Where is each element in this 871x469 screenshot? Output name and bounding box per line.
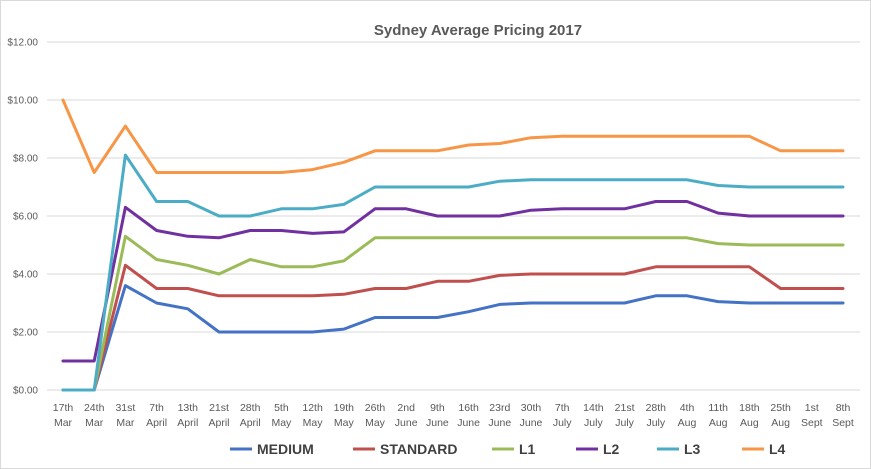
x-tick-label: Aug xyxy=(771,417,790,429)
series-line-l4 xyxy=(61,98,845,174)
y-tick-label: $0.00 xyxy=(13,386,38,397)
x-tick-label: 30th xyxy=(521,402,542,414)
series-line-l3 xyxy=(61,153,845,392)
y-tick-label: $2.00 xyxy=(13,328,38,339)
x-tick-label: 14th xyxy=(583,402,604,414)
x-tick-label: 12th xyxy=(302,402,323,414)
x-tick-label: Mar xyxy=(54,417,73,429)
x-tick-label: 21st xyxy=(615,402,635,414)
x-tick-label: June xyxy=(457,417,480,429)
legend-label: L4 xyxy=(769,441,786,457)
x-tick-label: 9th xyxy=(430,402,445,414)
x-tick-label: 28th xyxy=(240,402,261,414)
x-tick-label: Aug xyxy=(678,417,697,429)
y-tick-label: $6.00 xyxy=(13,212,38,223)
y-tick-label: $12.00 xyxy=(7,38,38,49)
series-line-standard xyxy=(61,263,845,392)
x-tick-label: July xyxy=(584,417,603,429)
y-axis-ticks: $0.00 $2.00 $4.00 $6.00 $8.00 $10.00 $12.00 xyxy=(7,38,38,397)
chart-title: Sydney Average Pricing 2017 xyxy=(374,22,582,39)
x-tick-label: 19th xyxy=(334,402,355,414)
x-tick-label: May xyxy=(271,417,292,429)
x-tick-label: July xyxy=(615,417,634,429)
x-tick-label: Mar xyxy=(116,417,135,429)
x-tick-label: June xyxy=(520,417,543,429)
x-tick-label: 7th xyxy=(555,402,570,414)
x-tick-label: June xyxy=(426,417,449,429)
x-tick-label: May xyxy=(334,417,355,429)
y-tick-label: $8.00 xyxy=(13,154,38,165)
x-tick-label: 1st xyxy=(805,402,819,414)
x-tick-label: April xyxy=(177,417,198,429)
x-tick-label: 5th xyxy=(274,402,289,414)
x-tick-label: 4th xyxy=(680,402,695,414)
x-tick-label: June xyxy=(488,417,511,429)
legend-label: STANDARD xyxy=(380,441,458,457)
y-tick-label: $10.00 xyxy=(7,96,38,107)
x-tick-label: April xyxy=(146,417,167,429)
x-tick-label: 25th xyxy=(770,402,791,414)
x-tick-label: 2nd xyxy=(397,402,415,414)
x-tick-label: 24th xyxy=(84,402,105,414)
x-tick-label: July xyxy=(553,417,572,429)
legend: MEDIUM STANDARD L1 L2 L3 L4 xyxy=(230,441,786,457)
legend-label: L3 xyxy=(684,441,701,457)
x-tick-label: 8th xyxy=(836,402,851,414)
x-tick-label: 28th xyxy=(646,402,667,414)
x-tick-label: April xyxy=(208,417,229,429)
x-tick-label: 17th xyxy=(53,402,74,414)
series-line-medium xyxy=(61,284,845,392)
x-tick-label: Aug xyxy=(709,417,728,429)
x-tick-label: Aug xyxy=(740,417,759,429)
x-tick-label: April xyxy=(240,417,261,429)
x-tick-label: 11th xyxy=(708,402,728,414)
x-tick-label: 21st xyxy=(209,402,229,414)
series-line-l2 xyxy=(61,200,845,363)
series-line-l1 xyxy=(61,234,845,392)
x-tick-label: 31st xyxy=(115,402,135,414)
legend-label: MEDIUM xyxy=(257,441,314,457)
x-tick-label: June xyxy=(395,417,418,429)
x-tick-label: 23rd xyxy=(489,402,510,414)
y-tick-label: $4.00 xyxy=(13,270,38,281)
x-tick-label: Sept xyxy=(801,417,823,429)
x-tick-label: 18th xyxy=(739,402,760,414)
x-tick-label: 26th xyxy=(365,402,386,414)
x-tick-label: 7th xyxy=(149,402,164,414)
x-tick-label: Mar xyxy=(85,417,104,429)
x-tick-label: May xyxy=(365,417,386,429)
legend-label: L2 xyxy=(603,441,620,457)
legend-label: L1 xyxy=(519,441,536,457)
x-tick-label: 16th xyxy=(458,402,479,414)
x-tick-label: May xyxy=(303,417,324,429)
series-lines xyxy=(61,98,845,392)
x-axis-ticks: 17th Mar 24th Mar 31st Mar 7th April 13th April 21… xyxy=(53,402,854,429)
x-tick-label: 13th xyxy=(178,402,199,414)
x-tick-label: July xyxy=(646,417,665,429)
gridlines xyxy=(47,41,860,391)
x-tick-label: Sept xyxy=(832,417,854,429)
